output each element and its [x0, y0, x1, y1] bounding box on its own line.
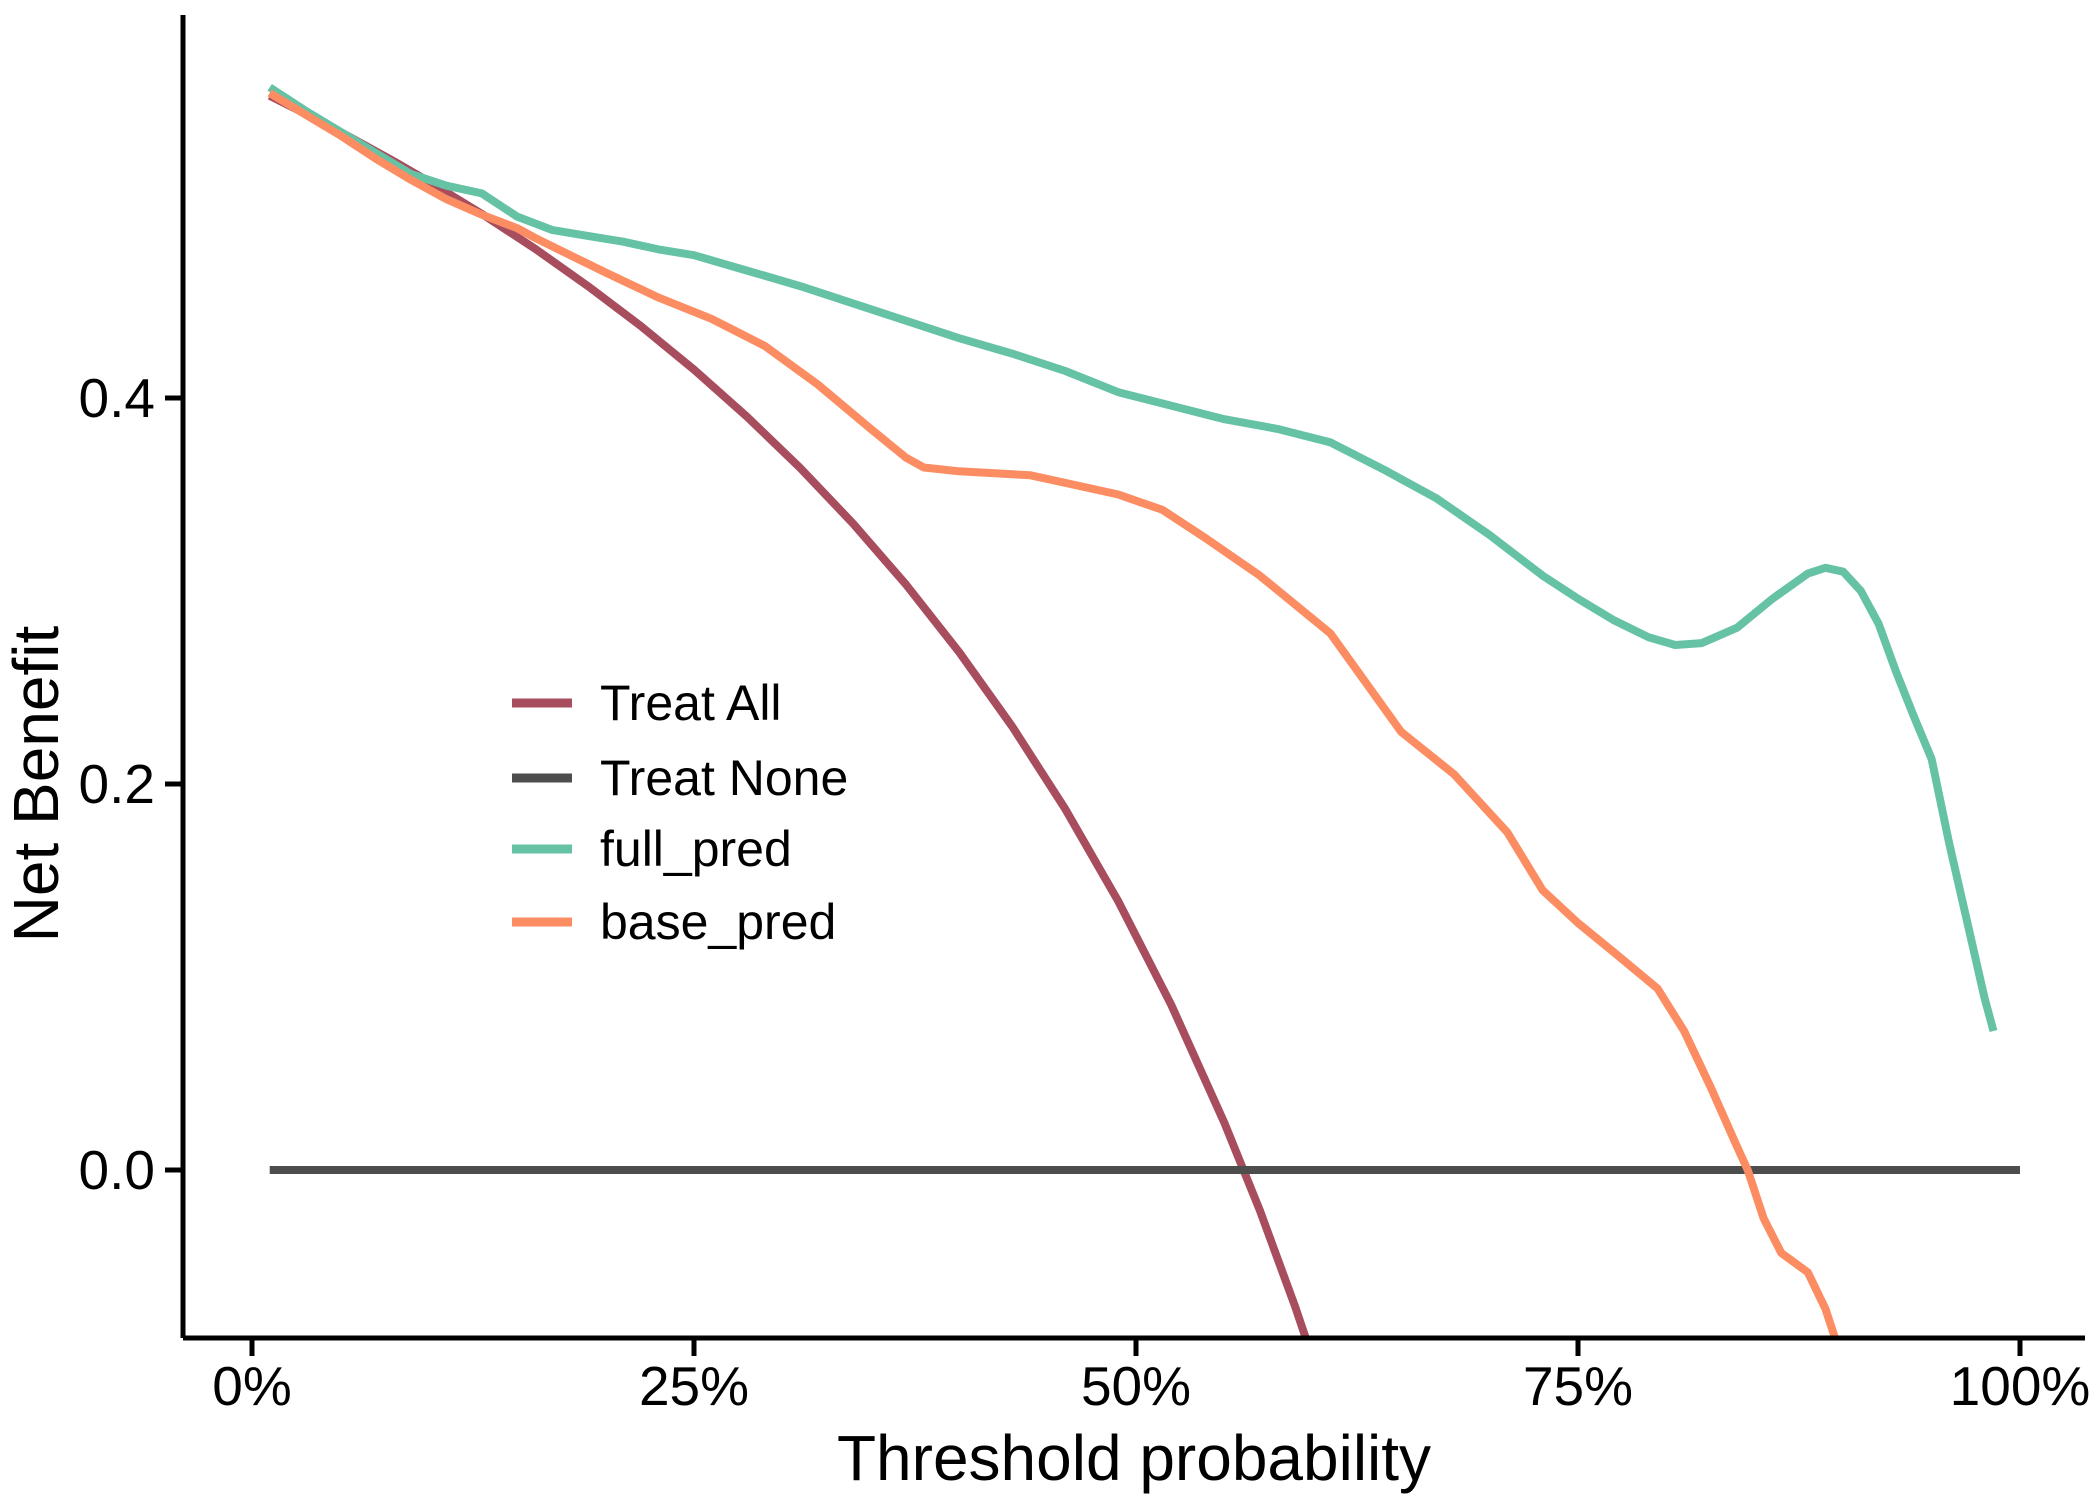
curve-full-pred [267, 83, 1998, 1033]
x-tick-label-100: 100% [1950, 1355, 2091, 1417]
x-tick-label-0: 0% [212, 1355, 292, 1417]
y-axis-title: Net Benefit [0, 625, 72, 942]
legend-label-treat-none: Treat None [600, 750, 848, 806]
y-tick-label-0.2: 0.2 [79, 753, 155, 815]
legend-label-full-pred: full_pred [600, 821, 792, 877]
plot-panel [267, 83, 2020, 1338]
y-axis-ticks: 0.0 0.2 0.4 [79, 367, 183, 1201]
x-tick-label-25: 25% [639, 1355, 749, 1417]
y-tick-label-0.0: 0.0 [79, 1139, 155, 1201]
x-axis-title: Threshold probability [837, 1422, 1431, 1494]
legend-label-base-pred: base_pred [600, 894, 836, 950]
curve-base-pred [267, 89, 1840, 1338]
legend: Treat All Treat None full_pred base_pred [512, 675, 848, 950]
legend-label-treat-all: Treat All [600, 675, 782, 731]
x-tick-label-75: 75% [1523, 1355, 1633, 1417]
x-tick-label-50: 50% [1081, 1355, 1191, 1417]
y-tick-label-0.4: 0.4 [79, 367, 155, 429]
x-axis-ticks: 0% 25% 50% 75% 100% [212, 1338, 2090, 1417]
